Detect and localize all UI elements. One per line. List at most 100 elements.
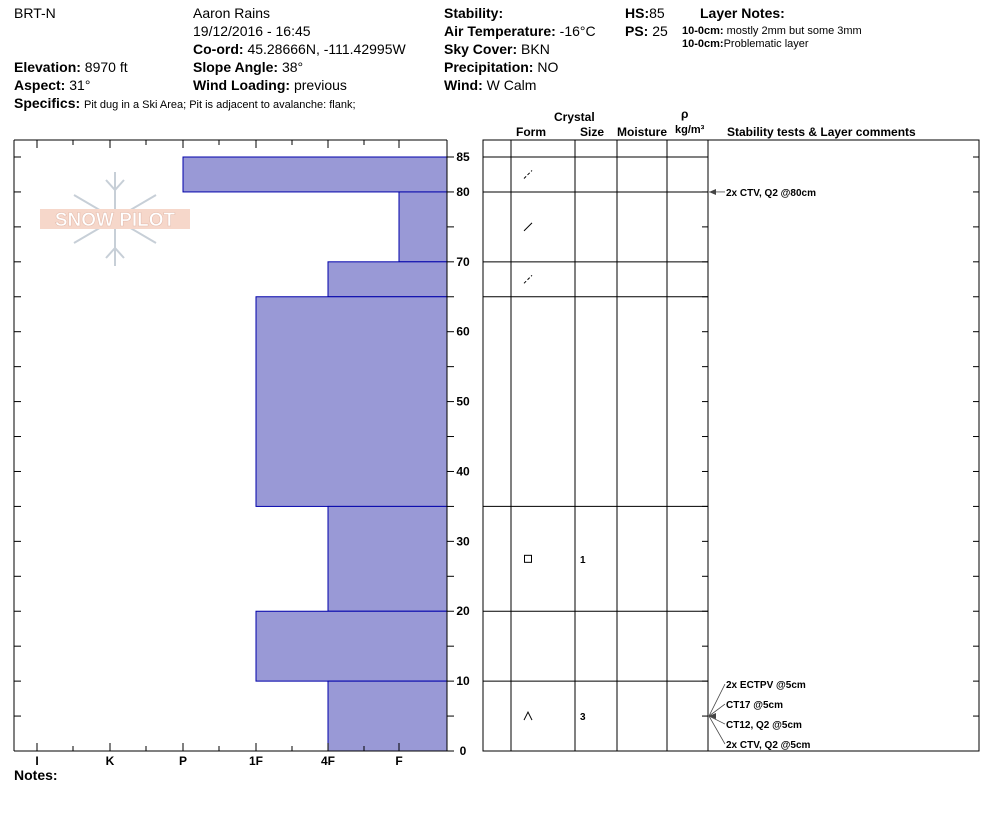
hardness-bar: [327, 680, 448, 752]
stability-test-label: CT17 @5cm: [726, 700, 783, 711]
wind-loading-row: Wind Loading: previous: [193, 77, 347, 93]
air-temp-value: -16°C: [559, 23, 596, 39]
hardness-bar: [255, 610, 448, 682]
decomposing-fragment-icon: [523, 170, 533, 179]
hardness-label: 1F: [249, 754, 263, 768]
coord-value: 45.28666N, -111.42995W: [247, 41, 406, 57]
height-tick-label: 10: [456, 674, 470, 688]
density-unit-header: kg/m³: [675, 124, 705, 136]
layer-note-text: mostly 2mm but some 3mm: [726, 25, 862, 37]
air-temp-row: Air Temperature: -16°C: [444, 23, 596, 39]
height-tick-label: 80: [456, 185, 470, 199]
hardness-label: P: [179, 754, 187, 768]
site-name: BRT-N: [14, 5, 56, 21]
stability-tests-header: Stability tests & Layer comments: [727, 125, 916, 139]
hardness-bar: [327, 261, 448, 298]
ps-label: PS:: [625, 23, 649, 39]
observer-name: Aaron Rains: [193, 5, 271, 21]
stability-leader-line: [708, 683, 726, 717]
height-tick-label: 70: [456, 255, 470, 269]
hardness-bar: [182, 156, 448, 193]
hardness-bar: [398, 191, 448, 263]
grain-size-label: 3: [580, 712, 586, 723]
logo-text: SNOW PILOT: [55, 210, 176, 231]
hardness-label: K: [106, 754, 115, 768]
stability-test-label: 2x CTV, Q2 @5cm: [726, 740, 811, 751]
hardness-label: F: [395, 754, 402, 768]
faceted-crystal-icon: [524, 554, 532, 563]
sky-cover-row: Sky Cover: BKN: [444, 41, 550, 57]
stability-row: Stability:: [444, 5, 503, 21]
layer-note-range: 10-0cm:: [682, 38, 724, 50]
layer-table-frame: [482, 139, 980, 752]
grain-size-label: 1: [580, 555, 586, 566]
ps-row: PS: 25: [625, 23, 668, 39]
layer-note-1: 10-0cm: mostly 2mm but some 3mm: [682, 25, 862, 38]
aspect-value: 31°: [69, 77, 91, 93]
ps-value: 25: [652, 23, 668, 39]
stability-leader-line: [708, 715, 726, 725]
stability-test-label: 2x ECTPV @5cm: [726, 680, 806, 691]
hs-row: HS:85: [625, 5, 665, 21]
specifics-label: Specifics:: [14, 95, 81, 111]
hardness-label: I: [35, 754, 38, 768]
observation-datetime: 19/12/2016 - 16:45: [193, 23, 311, 39]
hardness-bar: [255, 296, 448, 507]
coordinates-row: Co-ord: 45.28666N, -111.42995W: [193, 41, 406, 57]
layer-note-text: Problematic layer: [723, 38, 809, 50]
snowpilot-logo: SNOW PILOT: [40, 172, 190, 266]
precip-label: Precipitation:: [444, 59, 534, 75]
aspect-row: Aspect: 31°: [14, 77, 90, 93]
aspect-label: Aspect:: [14, 77, 66, 93]
wind-row: Wind: W Calm: [444, 77, 536, 93]
slope-value: 38°: [281, 59, 304, 75]
hs-label: HS:: [625, 5, 650, 21]
height-tick-label: 60: [456, 325, 470, 339]
specifics-value: Pit dug in a Ski Area; Pit is adjacent t…: [84, 99, 356, 111]
layer-note-2: 10-0cm:Problematic layer: [682, 38, 809, 51]
decomposing-fragment-icon: [523, 274, 533, 284]
precipitation-particle-icon: [523, 222, 533, 232]
stability-arrow-icon: [709, 713, 716, 720]
height-tick-label: 50: [456, 395, 470, 409]
hardness-bar: [327, 505, 448, 612]
air-temp-label: Air Temperature:: [444, 23, 556, 39]
stability-test-label: 2x CTV, Q2 @80cm: [726, 188, 816, 199]
stability-test-label: CT12, Q2 @5cm: [726, 720, 802, 731]
depth-hoar-icon: [523, 710, 533, 721]
precip-value: NO: [537, 59, 559, 75]
specifics-row: Specifics: Pit dug in a Ski Area; Pit is…: [14, 95, 356, 113]
wind-loading-label: Wind Loading:: [193, 77, 291, 93]
notes-label: Notes:: [14, 767, 58, 783]
crystal-header: Crystal: [554, 110, 595, 124]
sky-label: Sky Cover:: [444, 41, 518, 57]
form-header: Form: [516, 125, 546, 139]
layer-note-range: 10-0cm:: [682, 25, 724, 37]
rho-header: ρ: [681, 107, 689, 121]
layer-notes-title: Layer Notes:: [700, 5, 785, 21]
hardness-label: 4F: [321, 754, 335, 768]
moisture-header: Moisture: [617, 125, 668, 139]
stability-label: Stability:: [444, 5, 504, 21]
wind-loading-value: previous: [293, 77, 347, 93]
stability-arrow-icon: [709, 188, 716, 195]
slope-row: Slope Angle: 38°: [193, 59, 303, 75]
sky-value: BKN: [521, 41, 550, 57]
elevation-value: 8970 ft: [84, 59, 128, 75]
wind-label: Wind:: [444, 77, 483, 93]
slope-label: Slope Angle:: [193, 59, 279, 75]
size-header: Size: [580, 125, 605, 139]
wind-value: W Calm: [486, 77, 537, 93]
height-tick-label: 20: [456, 604, 470, 618]
hs-value: 85: [649, 5, 665, 21]
elevation-row: Elevation: 8970 ft: [14, 59, 128, 75]
elevation-label: Elevation:: [14, 59, 81, 75]
stability-leader-line: [708, 715, 726, 745]
coord-label: Co-ord:: [193, 41, 244, 57]
height-tick-label: 30: [456, 534, 470, 548]
stability-leader-line: [708, 703, 726, 717]
height-tick-label: 0: [460, 744, 467, 758]
logo-band: [40, 209, 190, 229]
height-tick-label: 85: [456, 150, 470, 164]
